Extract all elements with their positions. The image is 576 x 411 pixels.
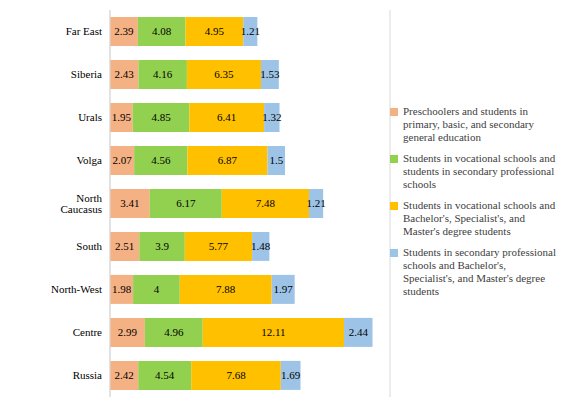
svg-text:2.43: 2.43 (115, 68, 135, 80)
svg-text:3.9: 3.9 (155, 240, 169, 252)
svg-text:1.48: 1.48 (251, 240, 271, 252)
svg-text:4.54: 4.54 (155, 369, 175, 381)
svg-text:1.98: 1.98 (112, 283, 132, 295)
svg-text:South: South (76, 240, 102, 252)
svg-text:5.77: 5.77 (209, 240, 229, 252)
svg-text:Urals: Urals (78, 111, 102, 123)
svg-text:6.35: 6.35 (214, 68, 234, 80)
svg-text:12.11: 12.11 (261, 326, 285, 338)
svg-text:7.48: 7.48 (256, 197, 276, 209)
svg-text:2.51: 2.51 (115, 240, 134, 252)
svg-text:Centre: Centre (73, 326, 102, 338)
svg-text:2.99: 2.99 (118, 326, 138, 338)
svg-text:3.41: 3.41 (120, 197, 139, 209)
svg-text:2.42: 2.42 (114, 369, 133, 381)
svg-text:6.17: 6.17 (176, 197, 196, 209)
svg-text:1.53: 1.53 (260, 68, 280, 80)
svg-text:4.08: 4.08 (152, 25, 172, 37)
svg-text:2.39: 2.39 (114, 25, 134, 37)
svg-text:NorthCaucasus: NorthCaucasus (60, 192, 102, 215)
svg-text:North-West: North-West (51, 283, 102, 295)
svg-text:1.5: 1.5 (269, 154, 283, 166)
svg-text:2.44: 2.44 (349, 326, 369, 338)
svg-text:4.95: 4.95 (205, 25, 225, 37)
html-text:Preschoolers and students in p: Preschoolers and students in primary, ba… (403, 105, 534, 143)
svg-text:1.95: 1.95 (112, 111, 132, 123)
svg-text:4.85: 4.85 (151, 111, 171, 123)
html-text:Students in vocational schools: Students in vocational schools and stude… (403, 152, 556, 190)
svg-text:2.07: 2.07 (112, 154, 132, 166)
svg-text:Siberia: Siberia (71, 68, 102, 80)
svg-text:7.88: 7.88 (216, 283, 236, 295)
svg-text:1.32: 1.32 (262, 111, 281, 123)
svg-text:1.21: 1.21 (241, 25, 260, 37)
svg-text:1.97: 1.97 (274, 283, 294, 295)
svg-text:Far East: Far East (66, 25, 102, 37)
svg-text:7.68: 7.68 (226, 369, 246, 381)
svg-text:4: 4 (154, 283, 160, 295)
svg-text:1.21: 1.21 (306, 197, 325, 209)
svg-text:Russia: Russia (73, 369, 102, 381)
svg-text:4.96: 4.96 (164, 326, 184, 338)
svg-text:1.69: 1.69 (281, 369, 301, 381)
html-text:Students in secondary professi: Students in secondary professional schoo… (403, 246, 557, 297)
svg-text:6.87: 6.87 (218, 154, 238, 166)
svg-text:6.41: 6.41 (217, 111, 236, 123)
svg-text:Volga: Volga (77, 154, 103, 166)
svg-text:4.56: 4.56 (151, 154, 171, 166)
svg-text:4.16: 4.16 (153, 68, 173, 80)
html-text:Students in vocational schools: Students in vocational schools and Bache… (403, 199, 556, 237)
